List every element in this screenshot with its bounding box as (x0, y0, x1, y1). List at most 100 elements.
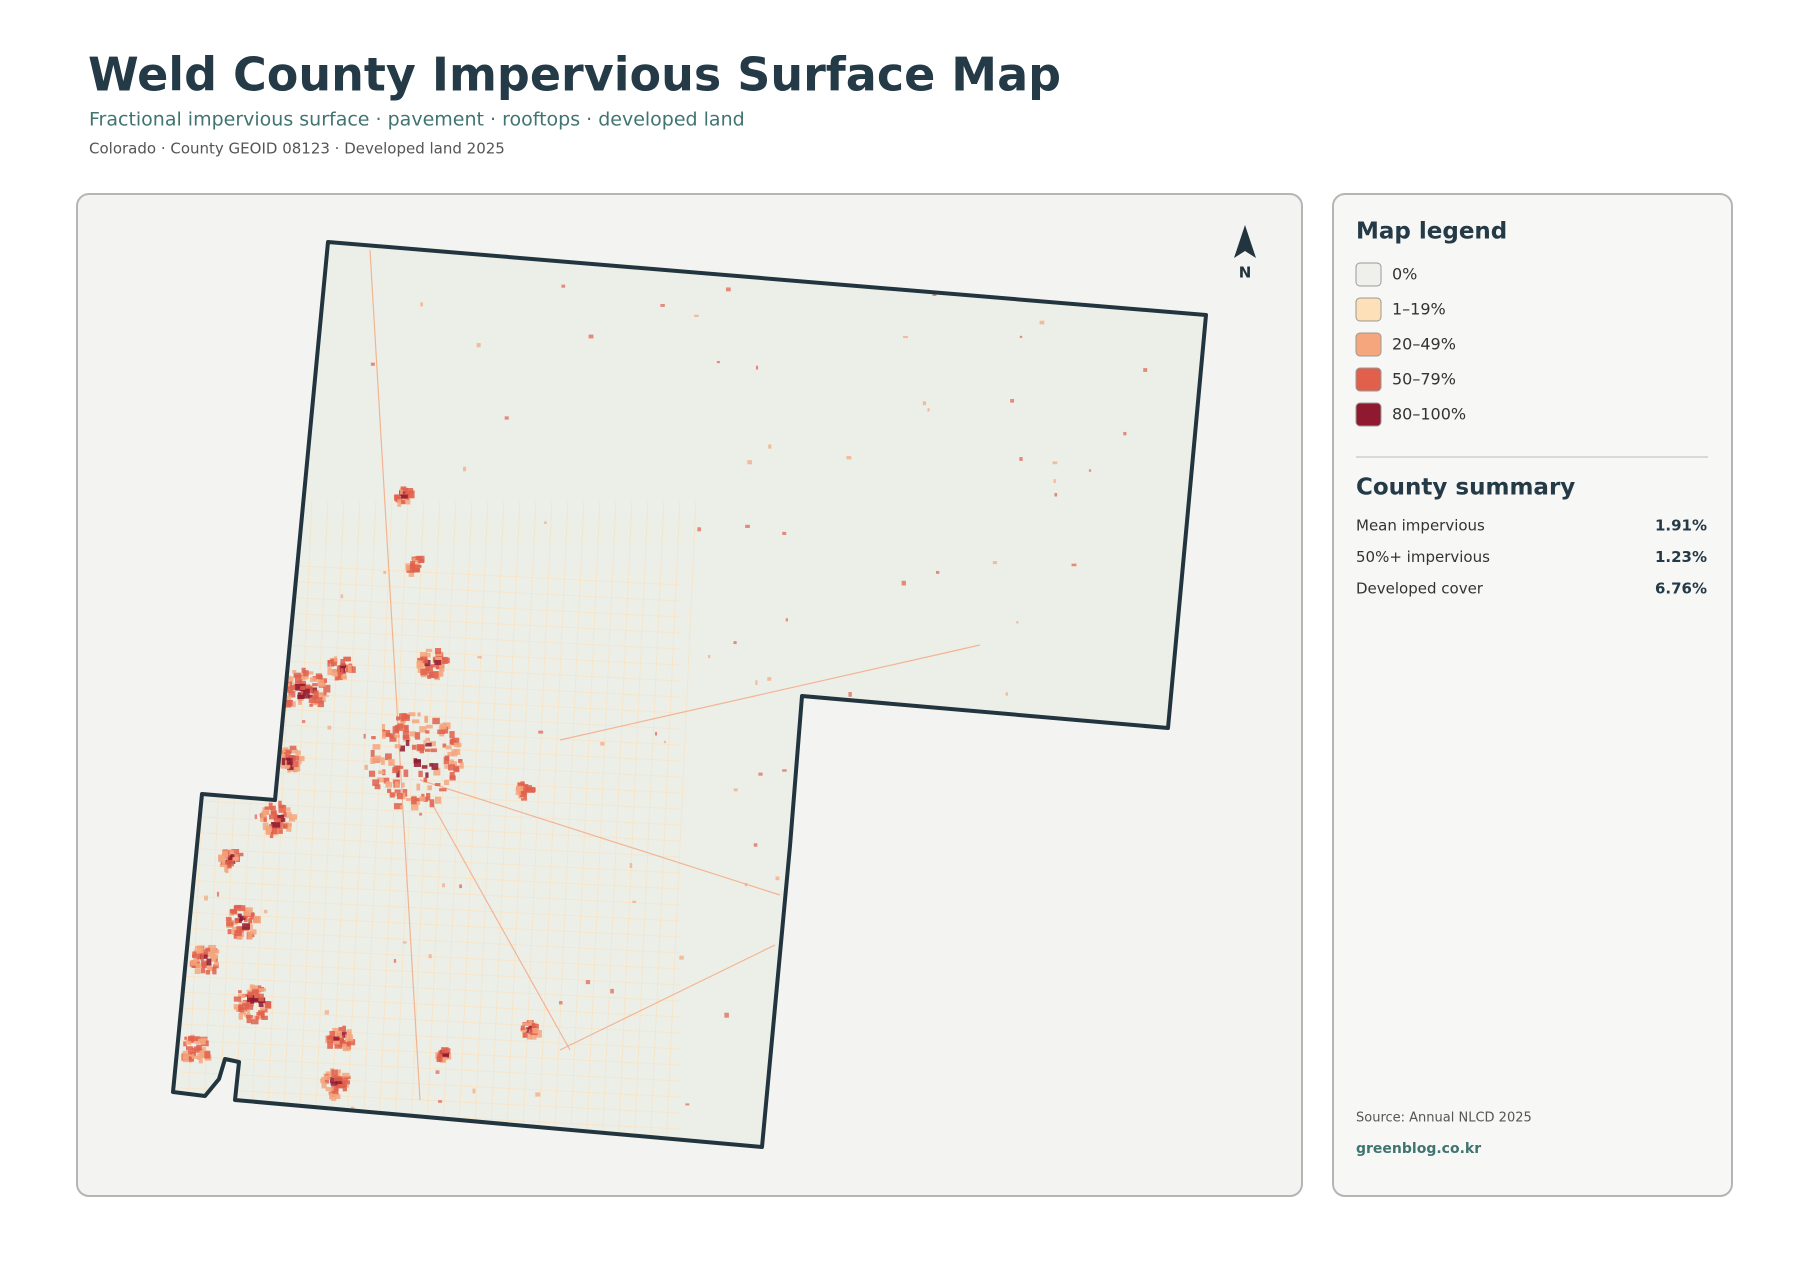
developed-patch (535, 1030, 542, 1038)
developed-speck (767, 677, 772, 681)
developed-patch (523, 1032, 528, 1038)
developed-patch (332, 1088, 339, 1095)
developed-speck (423, 739, 427, 745)
developed-patch (347, 1039, 356, 1046)
developed-patch (200, 1051, 205, 1057)
developed-patch (411, 744, 417, 750)
developed-patch (284, 699, 292, 708)
developed-patch (277, 814, 285, 819)
developed-patch (389, 792, 395, 798)
developed-speck (685, 1103, 690, 1106)
developed-patch (197, 1038, 206, 1044)
developed-speck (782, 531, 787, 535)
developed-patch (331, 1093, 337, 1101)
developed-patch (246, 1009, 250, 1017)
developed-patch (340, 668, 344, 675)
developed-patch (287, 762, 294, 771)
developed-speck (745, 524, 750, 528)
developed-patch (252, 987, 259, 994)
developed-patch (429, 670, 434, 678)
developed-patch (438, 1054, 443, 1062)
developed-patch (525, 1027, 530, 1033)
road (441, 499, 473, 1147)
developed-patch (303, 688, 310, 694)
developed-patch (453, 742, 462, 748)
developed-patch (449, 775, 456, 781)
developed-patch (394, 744, 401, 749)
developed-patch (371, 736, 376, 740)
developed-patch (255, 1016, 259, 1020)
summary-rows: Mean impervious 1.91% 50%+ impervious 1.23%… (1356, 517, 1707, 598)
developed-patch (425, 742, 432, 747)
subtitle: Fractional impervious surface · pavement… (89, 109, 745, 131)
developed-patch (530, 1034, 537, 1040)
map (171, 240, 1208, 1149)
developed-speck (785, 618, 788, 622)
developed-patch (526, 1032, 533, 1040)
developed-patch (246, 1017, 252, 1024)
developed-patch (241, 1010, 246, 1015)
developed-speck (438, 1100, 443, 1103)
developed-patch (271, 810, 277, 816)
developed-patch (403, 769, 409, 777)
developed-patch (226, 860, 234, 867)
developed-patch (405, 797, 412, 801)
legend-label: 0% (1392, 265, 1417, 284)
developed-patch (421, 765, 428, 769)
developed-patch (247, 912, 255, 917)
developed-patch (401, 487, 408, 492)
developed-patch (425, 724, 433, 729)
developed-patch (442, 1057, 448, 1061)
developed-patch (401, 782, 405, 788)
legend-panel (1332, 193, 1733, 1197)
developed-patch (427, 785, 432, 791)
developed-patch (423, 796, 428, 802)
developed-patch (331, 1069, 338, 1078)
developed-patch (527, 786, 536, 793)
developed-patch (441, 1047, 449, 1054)
developed-patch (311, 695, 318, 700)
developed-speck (697, 527, 701, 532)
developed-speck (535, 1092, 541, 1097)
developed-patch (219, 863, 228, 868)
developed-speck (363, 733, 366, 739)
road (179, 1071, 681, 1098)
developed-patch (191, 1047, 196, 1054)
developed-speck (240, 1007, 245, 1013)
developed-speck (632, 900, 637, 903)
developed-patch (394, 724, 399, 733)
developed-patch (449, 739, 457, 745)
developed-patch (252, 985, 259, 990)
road (179, 1055, 681, 1082)
road (505, 499, 537, 1147)
developed-patch (243, 914, 248, 923)
developed-patch (347, 664, 352, 673)
developed-patch (226, 921, 234, 927)
developed-patch (183, 1041, 187, 1047)
road (179, 1039, 681, 1066)
developed-patch (272, 822, 281, 828)
developed-patch (295, 684, 303, 691)
developed-patch (408, 569, 415, 577)
developed-patch (208, 944, 216, 951)
developed-patch (303, 670, 309, 677)
developed-patch (289, 745, 297, 750)
developed-speck (992, 561, 997, 565)
developed-patch (292, 701, 296, 708)
developed-patch (333, 1036, 340, 1041)
developed-patch (278, 825, 283, 830)
developed-patch (284, 764, 291, 768)
developed-patch (401, 792, 406, 800)
legend-title: Map legend (1356, 219, 1507, 245)
road (179, 959, 681, 986)
developed-speck (1010, 399, 1015, 403)
developed-patch (198, 1055, 203, 1064)
developed-patch (382, 730, 391, 736)
developed-patch (381, 731, 386, 739)
developed-patch (188, 1037, 194, 1041)
road (601, 499, 633, 1147)
developed-patch (297, 692, 303, 698)
highway (559, 944, 776, 1051)
summary-value: 1.23% (1655, 548, 1707, 566)
developed-patch (392, 767, 399, 774)
